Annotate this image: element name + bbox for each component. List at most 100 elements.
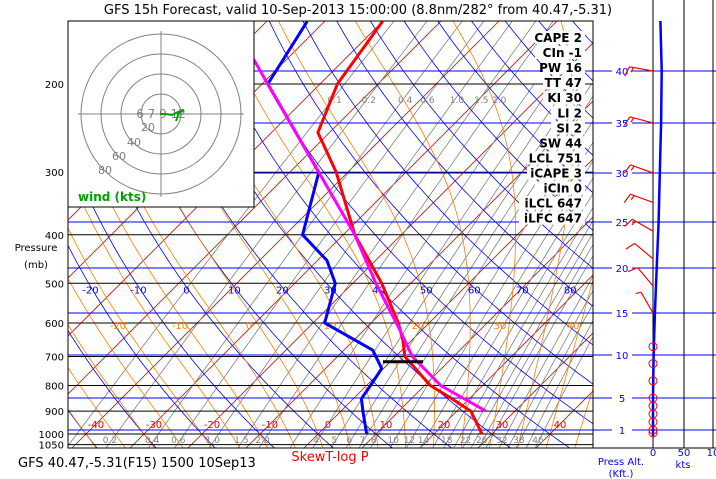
profiles — [230, 21, 487, 435]
stability-index: SI 2 — [556, 121, 582, 135]
mixing-ratio-line — [515, 303, 593, 448]
isotherm-label: 10 — [380, 420, 393, 431]
dry-adiabat-line — [674, 21, 716, 448]
wind-barb — [623, 164, 654, 174]
dry-adiabat-label: 70 — [516, 286, 529, 297]
wind-barb — [623, 193, 654, 203]
calm-wind-circle — [648, 393, 658, 403]
stability-index: LCL 751 — [529, 151, 582, 165]
mixing-ratio-line — [208, 21, 513, 448]
mixing-ratio-label: 2.0 — [492, 96, 507, 106]
isotherm-label: -30 — [146, 420, 162, 431]
dry-adiabat-label: -10 — [130, 286, 146, 297]
isotherm-line — [68, 21, 384, 337]
dry-adiabat-label: 20 — [276, 286, 289, 297]
dry-adiabat-label: 0 — [183, 286, 189, 297]
stability-index: CIn -1 — [543, 46, 582, 60]
mixing-ratio-label: 38 — [513, 436, 525, 446]
dry-adiabat-line — [370, 21, 593, 269]
index-background — [535, 46, 585, 60]
isotherm-line — [71, 21, 500, 448]
mixing-ratio-line — [453, 206, 593, 448]
mixing-ratio-label: 1.5 — [234, 436, 248, 446]
mixing-ratio-label: 1.0 — [450, 96, 465, 106]
stability-index: iCAPE 3 — [530, 166, 582, 180]
altitude-tick-label: 25 — [616, 218, 629, 229]
pressure-tick-label: 1050 — [39, 441, 64, 452]
moist-adiabat-label: 40 — [567, 321, 580, 332]
hodograph-label: wind (kts) — [78, 190, 146, 204]
isotherm-line — [593, 14, 716, 449]
calm-wind-circle — [648, 342, 658, 352]
index-background — [543, 136, 585, 150]
dry-adiabat-line — [572, 21, 593, 45]
mixing-ratio-label: 18 — [441, 436, 453, 446]
moist-adiabat-line — [68, 323, 155, 448]
mixing-ratio-label: 12 — [404, 436, 415, 446]
index-background — [527, 166, 585, 180]
wind-barb — [625, 242, 654, 260]
mixing-ratio-line — [498, 275, 593, 448]
mixing-ratio-label: 0.2 — [362, 96, 376, 106]
pressure-axis-unit: (mb) — [24, 260, 48, 271]
mixing-ratio-label: 26 — [476, 436, 488, 446]
mixing-ratio-line — [289, 83, 535, 448]
mixing-ratio-label: 0.6 — [171, 436, 186, 446]
isotherm-label: -20 — [204, 420, 220, 431]
pressure-tick-label: 600 — [45, 319, 64, 330]
calm-wind-circle — [648, 376, 658, 386]
plot-frame — [67, 20, 594, 449]
dry-adiabat-line — [269, 21, 593, 385]
moist-adiabat-label: -20 — [110, 321, 126, 332]
index-background — [535, 181, 585, 195]
index-background — [551, 121, 585, 135]
wind-barbs — [623, 66, 654, 314]
pressure-axis-label: Pressure — [15, 243, 58, 254]
dry-adiabat-line — [336, 21, 593, 307]
isotherm-line — [0, 14, 42, 449]
isotherm-label: -10 — [262, 420, 278, 431]
mixing-ratio-line — [485, 255, 593, 448]
mixing-ratio-line — [525, 319, 593, 448]
mixing-ratio-label: 22 — [460, 436, 471, 446]
moist-adiabat-line — [603, 21, 716, 448]
mixing-ratio-label: 1.5 — [474, 96, 488, 106]
pressure-tick-label: 500 — [45, 279, 64, 290]
moist-adiabat-line — [574, 387, 593, 448]
speed-tick-label: 0 — [650, 448, 656, 459]
moist-adiabat-line — [278, 21, 435, 448]
index-background — [527, 151, 585, 165]
speed-tick-label: 50 — [678, 448, 691, 459]
footer-station-info: GFS 40.47,-5.31(F15) 1500 10Sep13 — [18, 456, 256, 471]
wind-barb — [624, 218, 654, 232]
dry-adiabat-label: 60 — [468, 286, 481, 297]
calm-wind-circle — [648, 428, 658, 438]
pressure-tick-label: 900 — [45, 407, 64, 418]
dry-adiabat-line — [302, 21, 593, 346]
index-background — [543, 91, 585, 105]
pressure-tick-label: 700 — [45, 352, 64, 363]
footer-chart-name: SkewT-log P — [291, 450, 368, 465]
wind-barb — [624, 66, 654, 77]
index-background — [535, 31, 585, 44]
pressure-tick-label: 300 — [45, 168, 64, 179]
stability-index: KI 30 — [547, 91, 582, 105]
moist-adiabat-label: 20 — [412, 321, 425, 332]
isotherm-label: 0 — [325, 420, 331, 431]
moist-adiabat-line — [68, 367, 126, 448]
press-alt-unit: (Kft.) — [609, 469, 634, 479]
stability-index: iCIn 0 — [544, 182, 582, 196]
wind-speed-line — [651, 20, 663, 436]
mixing-ratio-line — [312, 83, 554, 448]
mixing-ratio-label: 0.4 — [145, 436, 160, 446]
pressure-tick-label: 200 — [45, 80, 64, 91]
hodograph-ring-label: 60 — [112, 150, 126, 163]
index-background — [543, 61, 585, 75]
isotherm-line — [477, 332, 593, 448]
moist-adiabat-line — [545, 278, 593, 448]
isotherm-line — [68, 21, 326, 279]
pressure-tick-label: 800 — [45, 382, 64, 393]
